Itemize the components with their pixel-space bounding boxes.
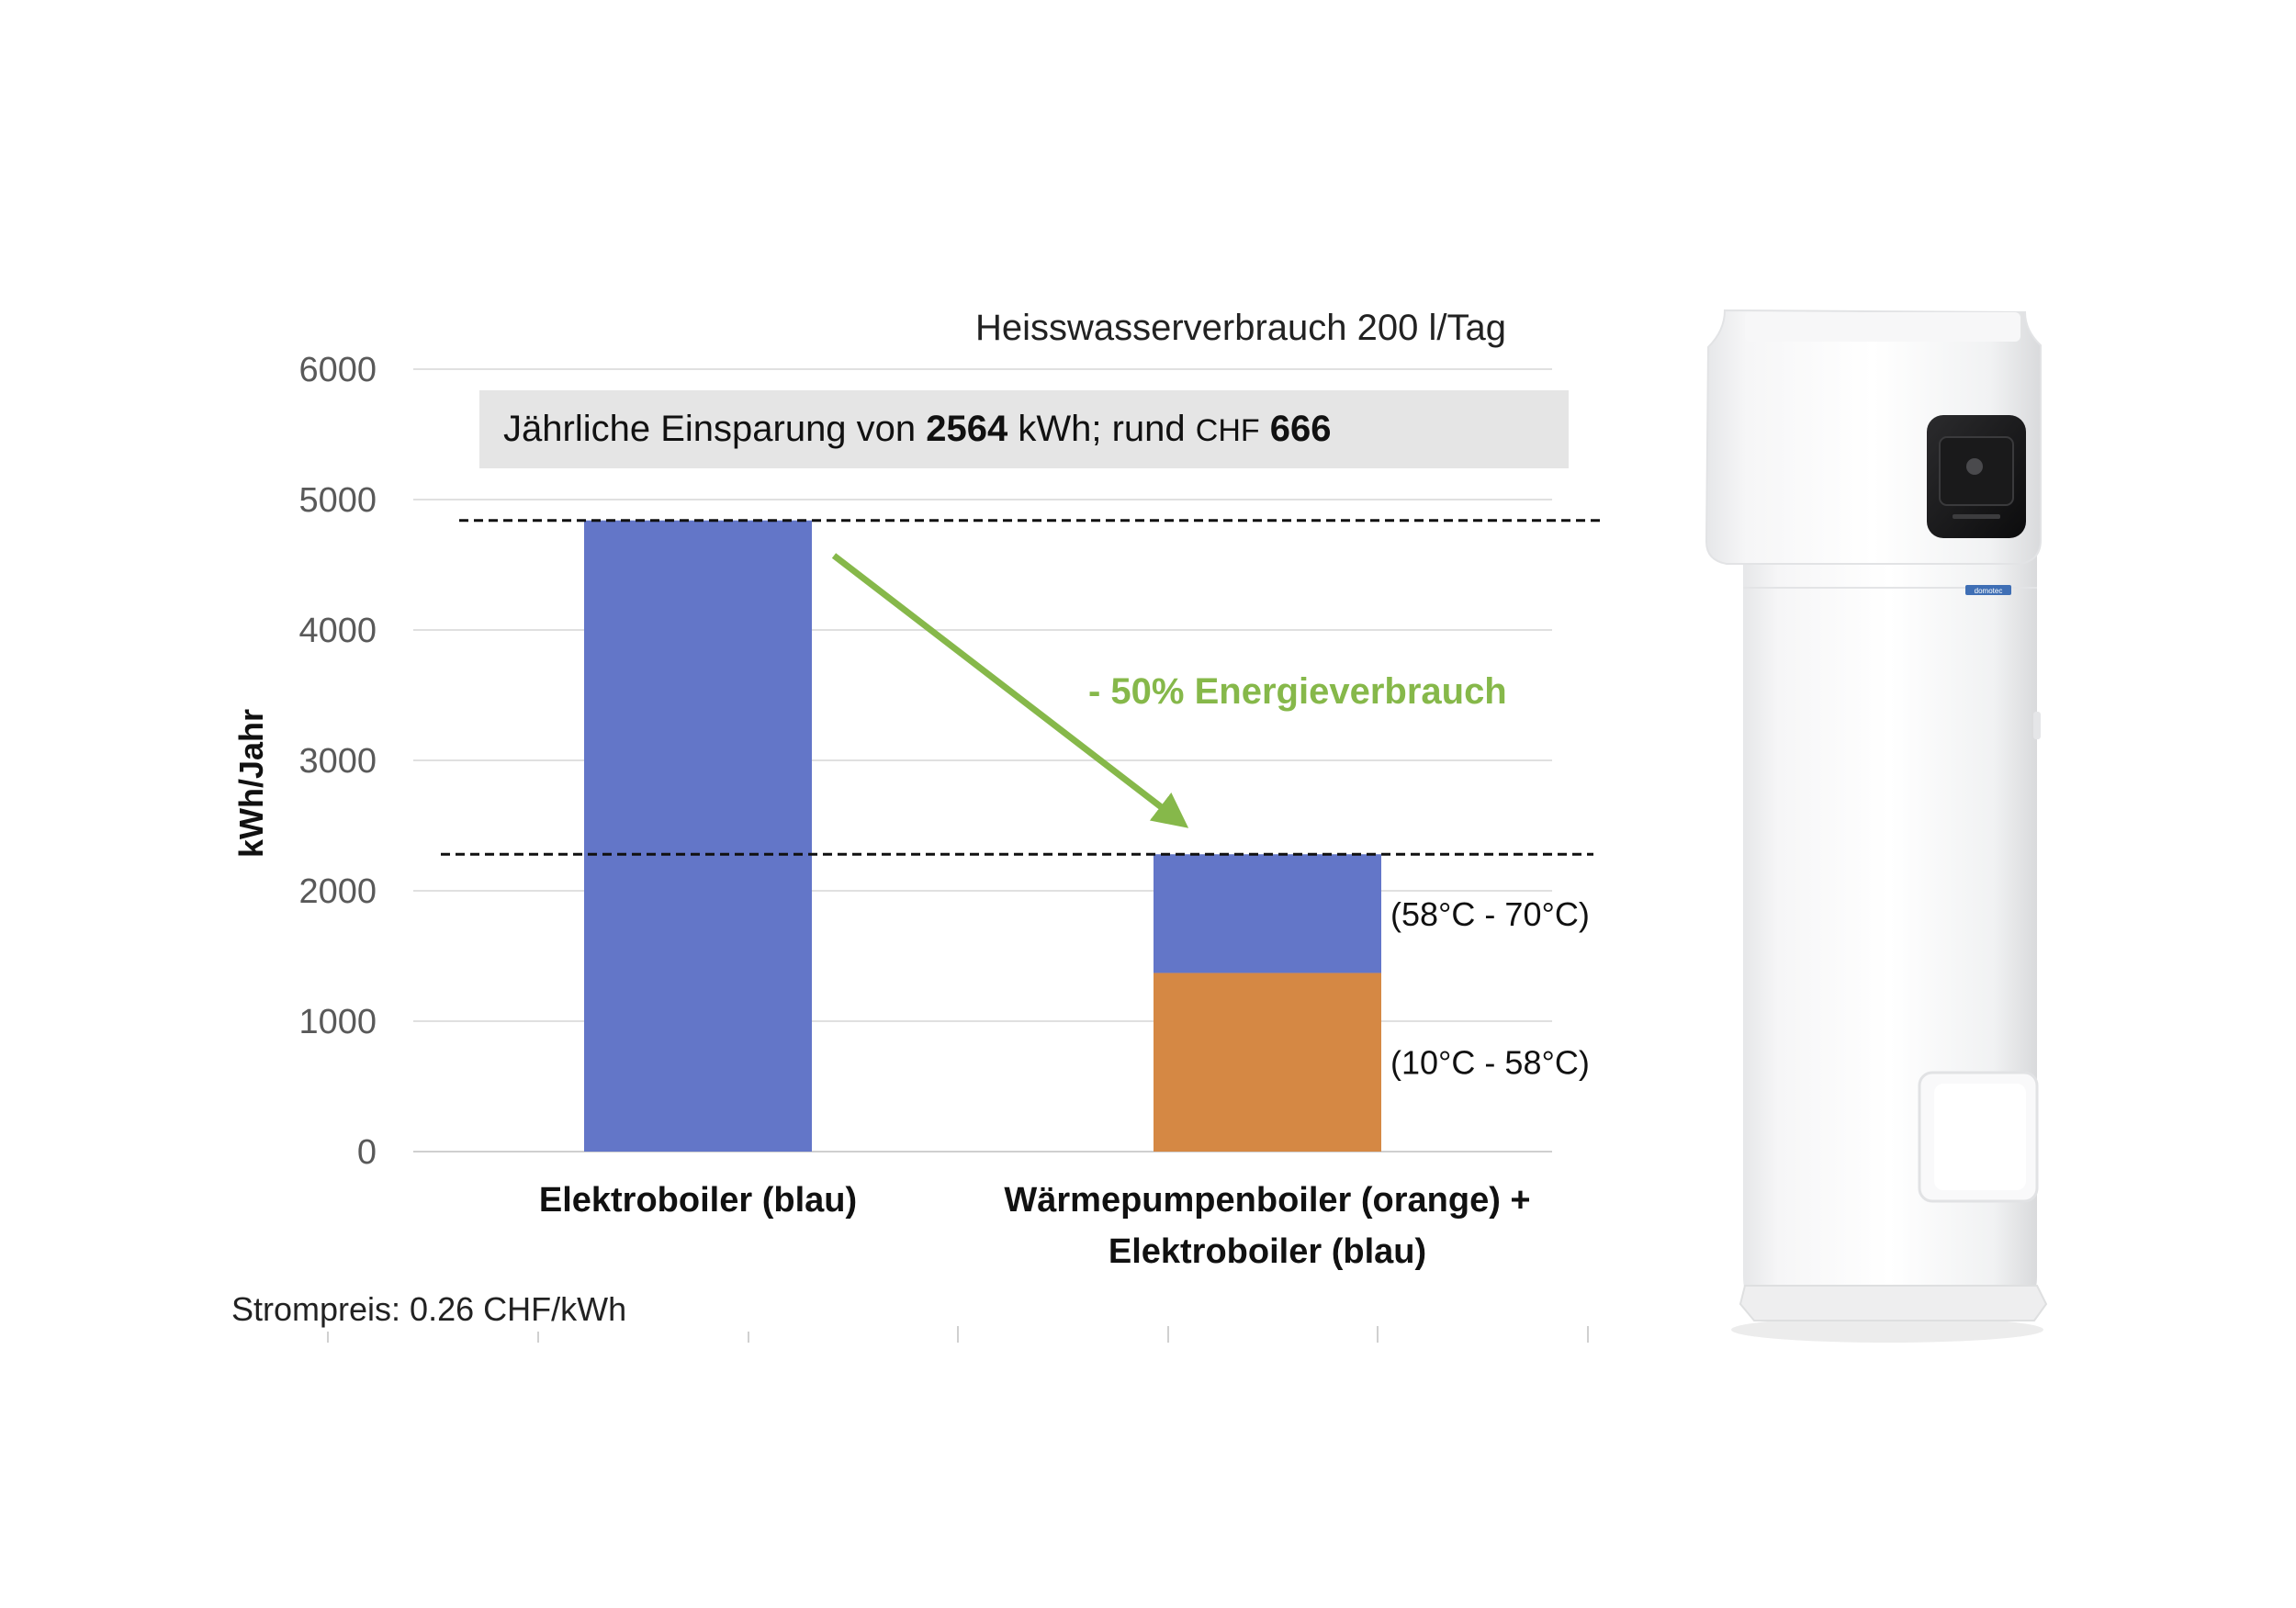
callout-part: 666 xyxy=(1270,409,1332,449)
x-axis-labels: Elektroboiler (blau) Wärmepumpenboiler (o… xyxy=(539,1181,1531,1271)
category-label: Elektroboiler (blau) xyxy=(1109,1232,1426,1271)
bottom-ticks xyxy=(327,1326,1589,1343)
footnote: Strompreis: 0.26 CHF/kWh xyxy=(231,1290,626,1328)
bar-segment xyxy=(1154,973,1381,1152)
callout-part xyxy=(1260,409,1270,449)
category-label: Elektroboiler (blau) xyxy=(539,1181,857,1220)
heat-pump-boiler-icon: domotec xyxy=(1705,309,2048,1343)
reference-lines xyxy=(441,519,1605,856)
y-tick-label: 2000 xyxy=(298,872,377,911)
brand-label: domotec xyxy=(1975,587,2003,595)
y-axis-label: kWh/Jahr xyxy=(232,709,270,858)
callout-part: kWh; rund xyxy=(1007,409,1196,449)
callout-box xyxy=(479,390,1569,468)
callout-part: CHF xyxy=(1196,413,1260,448)
y-tick-label: 1000 xyxy=(298,1003,377,1041)
bar-segment xyxy=(584,520,812,1152)
y-tick-label: 4000 xyxy=(298,612,377,650)
segment-labels: (10°C - 58°C) (58°C - 70°C) xyxy=(1390,895,1590,1082)
chart-subtitle: Heisswasserverbrauch 200 l/Tag xyxy=(975,308,1506,348)
brand-badge xyxy=(1965,585,2011,595)
callout-part: 2564 xyxy=(926,409,1008,449)
bars xyxy=(584,520,1381,1152)
category-label: Wärmepumpenboiler (orange) + xyxy=(1004,1181,1530,1220)
segment-label: (10°C - 58°C) xyxy=(1390,1044,1590,1082)
y-tick-label: 6000 xyxy=(298,351,377,389)
reduction-arrow xyxy=(831,553,1189,828)
bar-segment xyxy=(1154,854,1381,973)
reduction-label: - 50% Energieverbrauch xyxy=(1088,671,1507,712)
callout-part: Jährliche Einsparung von xyxy=(503,409,926,449)
segment-label: (58°C - 70°C) xyxy=(1390,895,1590,933)
callout-text: Jährliche Einsparung von 2564 kWh; rund … xyxy=(503,409,1332,449)
y-tick-label: 5000 xyxy=(298,481,377,520)
y-tick-label: 0 xyxy=(357,1133,377,1172)
y-axis: 0 1000 2000 3000 4000 5000 6000 xyxy=(298,351,377,1172)
y-tick-label: 3000 xyxy=(298,742,377,781)
